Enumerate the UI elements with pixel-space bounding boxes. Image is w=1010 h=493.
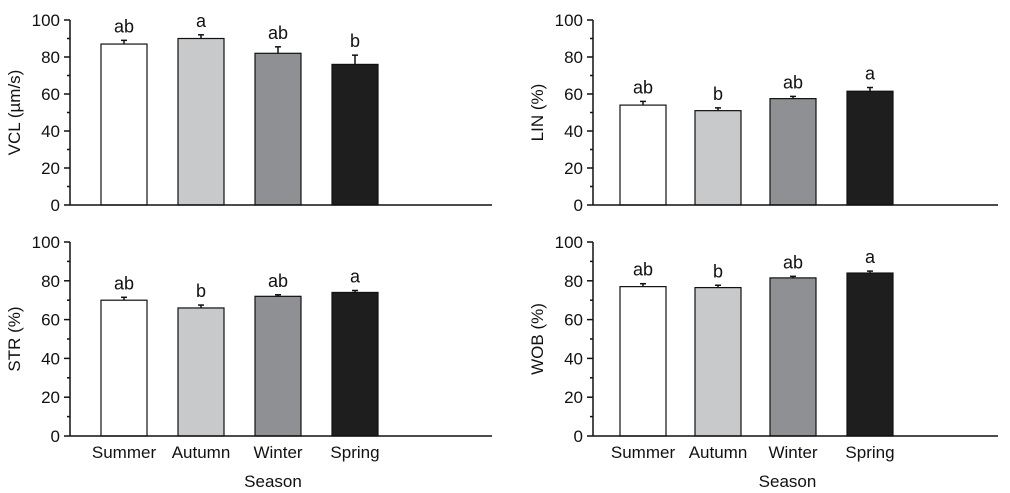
x-tick-label: Autumn <box>689 443 748 462</box>
y-tick-label: 100 <box>32 233 60 252</box>
y-tick-label: 100 <box>555 11 583 30</box>
bar-spring <box>846 272 894 437</box>
x-tick-label: Summer <box>611 443 676 462</box>
x-axis-title: Season <box>244 472 302 491</box>
bar-autumn <box>694 286 742 437</box>
y-tick-label: 0 <box>574 196 583 215</box>
significance-label: ab <box>633 260 653 280</box>
y-tick-label: 80 <box>41 48 60 67</box>
panel-vcl: ab a ab b 0 20 40 60 80 100 VCL (µm/s) <box>5 11 492 215</box>
y-tick-label: 20 <box>41 388 60 407</box>
x-tick-label: Winter <box>768 443 817 462</box>
significance-label: ab <box>633 77 653 97</box>
significance-label: ab <box>268 271 288 291</box>
bar-summer <box>100 299 148 437</box>
y-tick-label: 40 <box>564 122 583 141</box>
y-tick-label: 40 <box>41 122 60 141</box>
x-tick-label: Summer <box>92 443 157 462</box>
panel-str: ab b ab a 0 20 40 60 80 100 STR (%) Summer Autumn Win… <box>5 233 492 491</box>
y-tick-label: 100 <box>555 233 583 252</box>
significance-label: ab <box>783 72 803 92</box>
y-axis-title: WOB (%) <box>528 303 547 375</box>
significance-label: ab <box>114 273 134 293</box>
bar-spring <box>846 90 894 206</box>
bar-winter <box>769 98 817 206</box>
y-tick-label: 60 <box>564 311 583 330</box>
significance-label: a <box>350 267 361 287</box>
bar-summer <box>619 286 667 437</box>
bar-winter <box>254 295 302 437</box>
bar-winter <box>254 52 302 206</box>
y-axis-title: VCL (µm/s) <box>5 70 24 156</box>
y-tick-label: 20 <box>41 159 60 178</box>
y-tick-label: 60 <box>564 85 583 104</box>
bar-autumn <box>694 110 742 206</box>
significance-label: a <box>865 64 876 84</box>
significance-label: b <box>713 84 723 104</box>
bar-autumn <box>177 307 225 437</box>
bar-spring <box>331 63 379 206</box>
x-tick-label: Autumn <box>172 443 231 462</box>
y-tick-label: 80 <box>564 272 583 291</box>
panel-lin: ab b ab a 0 20 40 60 80 100 LIN (%) <box>528 11 998 215</box>
x-axis-title: Season <box>759 472 817 491</box>
y-tick-label: 100 <box>32 11 60 30</box>
y-tick-label: 80 <box>564 48 583 67</box>
x-tick-label: Spring <box>845 443 894 462</box>
y-tick-label: 0 <box>51 427 60 446</box>
bar-summer <box>100 43 148 206</box>
bar-summer <box>619 104 667 206</box>
significance-label: a <box>865 247 876 267</box>
y-tick-label: 0 <box>574 427 583 446</box>
y-tick-label: 60 <box>41 311 60 330</box>
x-tick-label: Winter <box>253 443 302 462</box>
y-tick-label: 40 <box>41 349 60 368</box>
significance-label: b <box>350 31 360 51</box>
y-axis-title: LIN (%) <box>528 84 547 142</box>
bar-winter <box>769 277 817 437</box>
bar-autumn <box>177 37 225 206</box>
panel-wob: ab b ab a 0 20 40 60 80 100 WOB (%) Summer Autumn Win… <box>528 233 998 491</box>
y-tick-label: 80 <box>41 272 60 291</box>
y-axis-title: STR (%) <box>5 306 24 371</box>
significance-label: ab <box>268 23 288 43</box>
significance-label: b <box>196 281 206 301</box>
significance-label: a <box>196 11 207 31</box>
y-tick-label: 20 <box>564 388 583 407</box>
significance-label: ab <box>114 16 134 36</box>
y-tick-label: 20 <box>564 159 583 178</box>
y-tick-label: 40 <box>564 349 583 368</box>
y-tick-label: 0 <box>51 196 60 215</box>
bar-spring <box>331 291 379 437</box>
significance-label: b <box>713 261 723 281</box>
x-tick-label: Spring <box>330 443 379 462</box>
y-tick-label: 60 <box>41 85 60 104</box>
significance-label: ab <box>783 252 803 272</box>
